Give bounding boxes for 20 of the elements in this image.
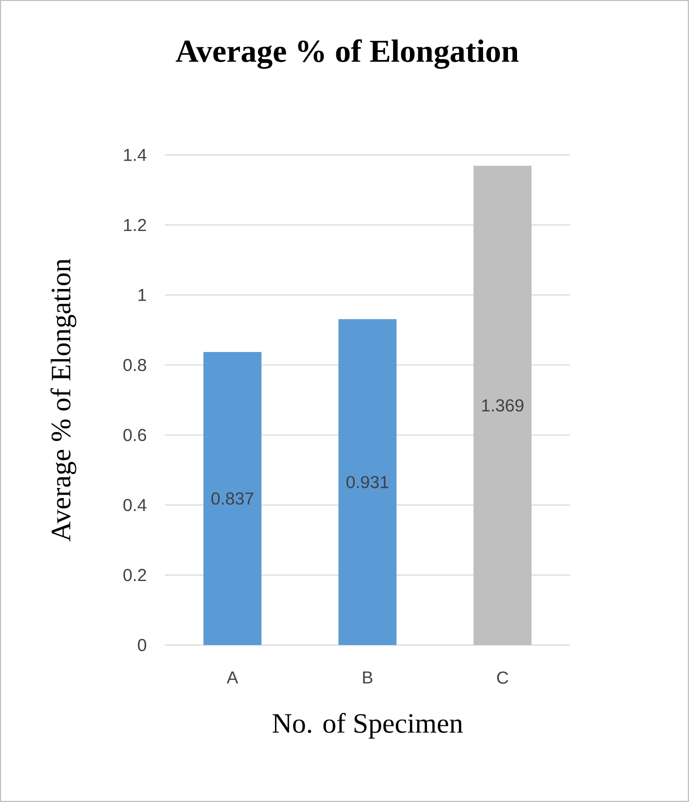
y-tick-label: 0.4	[123, 498, 146, 512]
bar	[203, 352, 262, 646]
y-tick-label: 1.4	[124, 148, 146, 161]
x-tick-label: A	[226, 671, 238, 684]
y-tick-label: 0.6	[123, 428, 146, 442]
y-tick-label: 0.8	[123, 358, 146, 372]
bar	[474, 166, 532, 646]
x-tick-label: C	[497, 671, 508, 684]
y-tick-label: 0.2	[123, 568, 146, 582]
x-tick-label: B	[363, 671, 372, 684]
y-tick-label: 1	[138, 289, 146, 301]
chart-title: Average % of Elongation	[176, 39, 518, 69]
bar	[338, 319, 397, 646]
y-tick-label: 1.2	[124, 218, 146, 231]
data-label: 0.837	[211, 492, 254, 505]
y-tick-label: 0	[138, 638, 146, 652]
y-axis-title: Average % of Elongation	[50, 258, 76, 542]
x-axis-title: No. of Specimen	[272, 712, 463, 739]
data-label: 1.369	[482, 399, 524, 412]
data-label: 0.931	[346, 476, 388, 488]
